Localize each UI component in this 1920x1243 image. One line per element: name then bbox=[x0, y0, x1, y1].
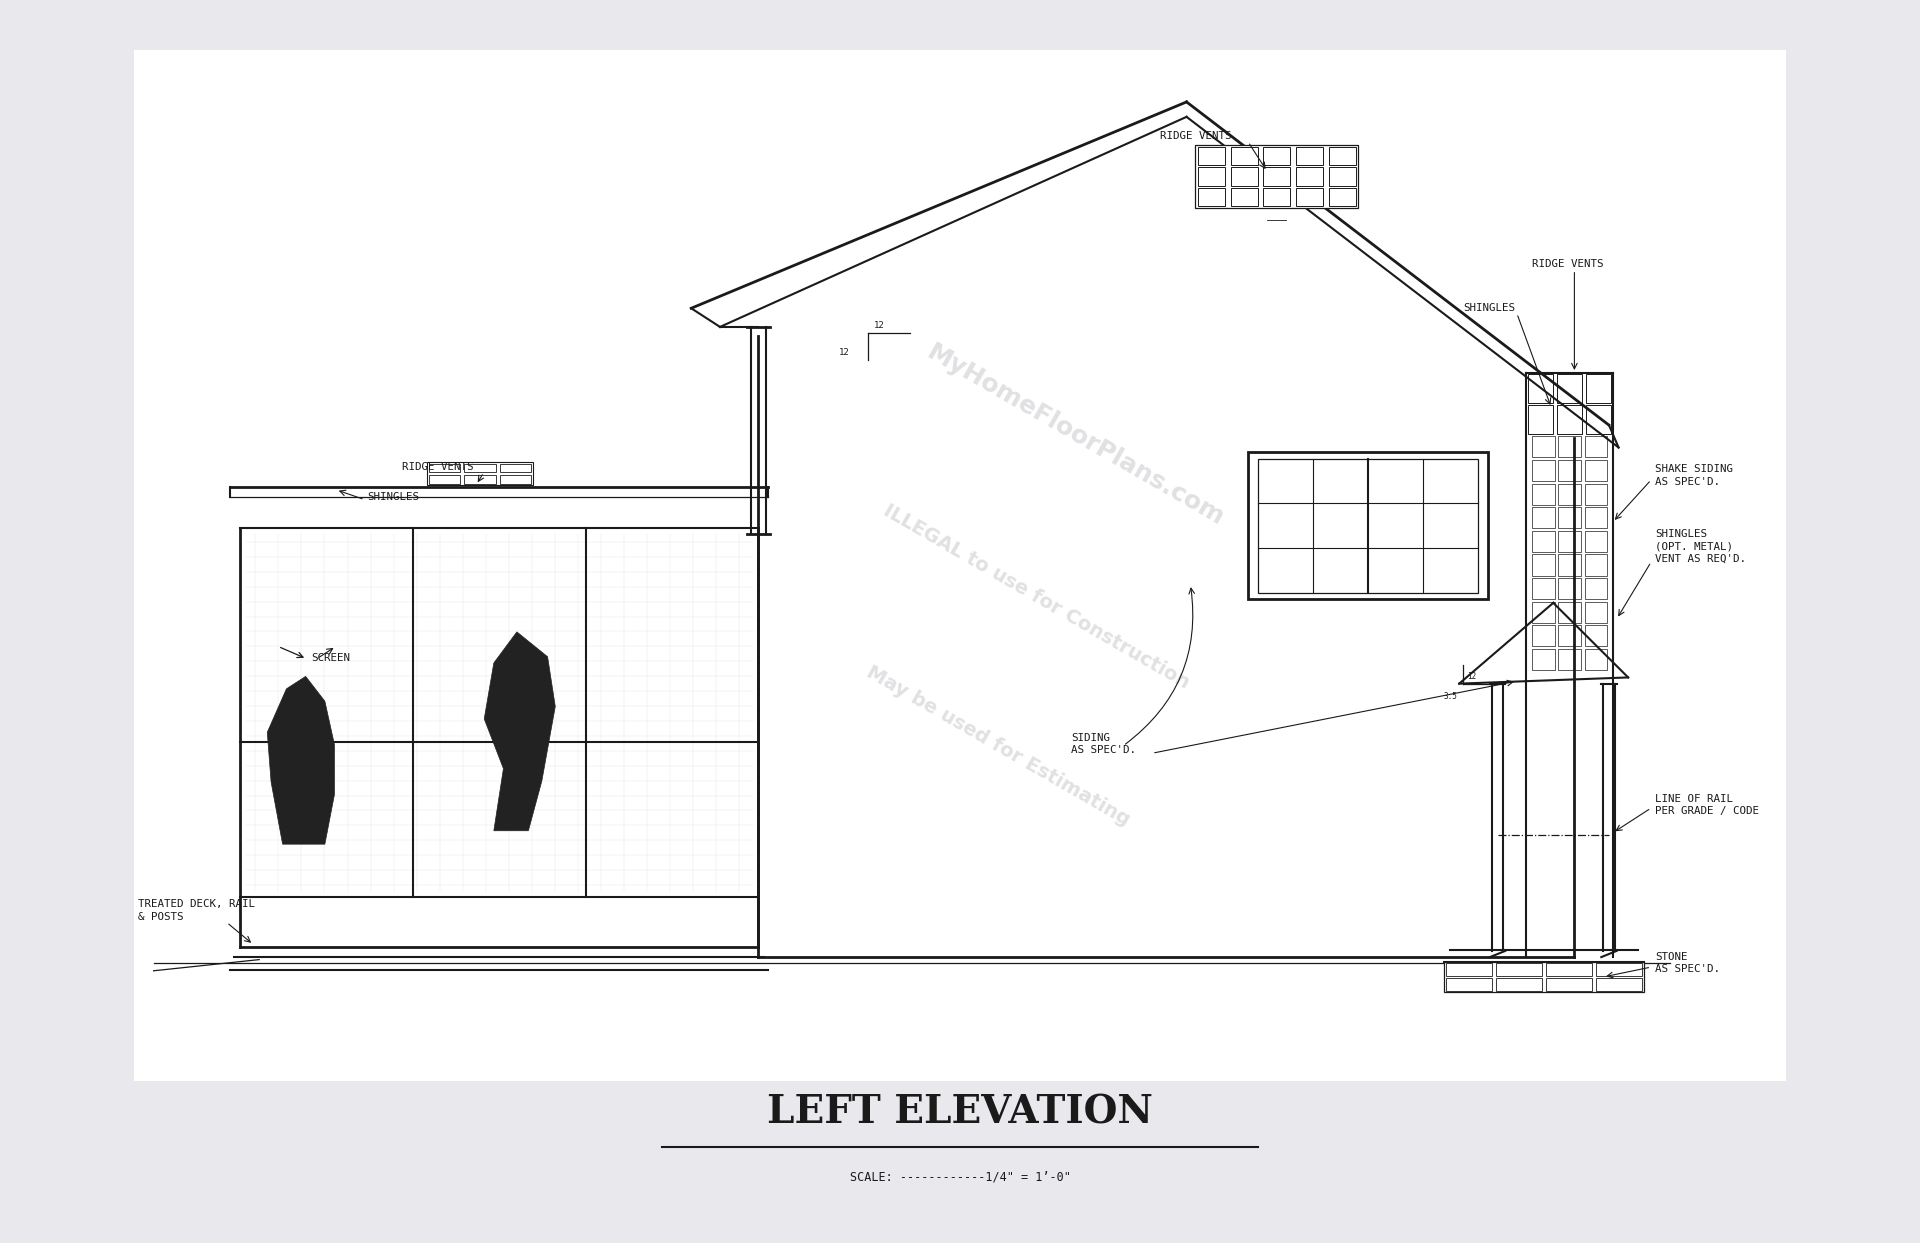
Bar bbox=[1559, 460, 1580, 481]
Bar bbox=[1559, 554, 1580, 576]
Text: SHINGLES: SHINGLES bbox=[1463, 303, 1515, 313]
Text: SIDING
AS SPEC'D.: SIDING AS SPEC'D. bbox=[1071, 733, 1137, 756]
Bar bbox=[1329, 188, 1356, 206]
Text: RIDGE VENTS: RIDGE VENTS bbox=[1160, 132, 1231, 142]
Bar bbox=[426, 462, 534, 485]
Bar bbox=[1198, 168, 1225, 185]
Bar bbox=[1586, 374, 1611, 403]
Text: 12: 12 bbox=[1467, 671, 1476, 681]
Bar bbox=[1584, 649, 1607, 670]
Bar bbox=[1528, 405, 1553, 434]
Bar bbox=[1496, 978, 1542, 991]
Bar bbox=[499, 475, 530, 484]
Bar bbox=[1584, 554, 1607, 576]
Text: SCREEN: SCREEN bbox=[311, 654, 349, 664]
Text: SHINGLES: SHINGLES bbox=[367, 492, 420, 502]
Bar bbox=[1532, 460, 1555, 481]
Polygon shape bbox=[267, 676, 334, 844]
Text: 12: 12 bbox=[874, 321, 885, 331]
Bar bbox=[1596, 963, 1642, 976]
Bar bbox=[499, 464, 530, 472]
Bar bbox=[1444, 962, 1644, 992]
Text: 12: 12 bbox=[839, 348, 851, 358]
Bar bbox=[1446, 963, 1492, 976]
Bar bbox=[1263, 147, 1290, 165]
Bar bbox=[1231, 188, 1258, 206]
Bar bbox=[1584, 531, 1607, 552]
Bar bbox=[1532, 602, 1555, 623]
Bar bbox=[1248, 452, 1488, 599]
Bar bbox=[1532, 436, 1555, 457]
Text: LINE OF RAIL
PER GRADE / CODE: LINE OF RAIL PER GRADE / CODE bbox=[1655, 794, 1759, 817]
Text: SHINGLES
(OPT. METAL)
VENT AS REQ'D.: SHINGLES (OPT. METAL) VENT AS REQ'D. bbox=[1655, 530, 1745, 564]
Bar bbox=[1231, 168, 1258, 185]
Bar bbox=[1198, 188, 1225, 206]
Bar bbox=[1263, 188, 1290, 206]
Text: STONE
AS SPEC'D.: STONE AS SPEC'D. bbox=[1655, 952, 1720, 975]
Bar bbox=[1559, 625, 1580, 646]
Bar bbox=[1329, 168, 1356, 185]
Bar bbox=[1296, 168, 1323, 185]
Bar bbox=[1446, 978, 1492, 991]
Bar bbox=[1557, 405, 1582, 434]
Bar bbox=[465, 475, 495, 484]
Bar bbox=[1532, 625, 1555, 646]
Bar bbox=[1559, 649, 1580, 670]
Bar bbox=[1559, 602, 1580, 623]
Bar bbox=[1546, 978, 1592, 991]
Text: 3.5: 3.5 bbox=[1444, 691, 1457, 701]
Bar bbox=[1258, 459, 1478, 593]
Bar bbox=[1584, 625, 1607, 646]
Bar bbox=[1532, 484, 1555, 505]
Bar bbox=[1559, 578, 1580, 599]
Bar bbox=[1584, 436, 1607, 457]
Bar bbox=[134, 50, 1786, 1081]
Bar bbox=[1263, 168, 1290, 185]
Bar bbox=[1546, 963, 1592, 976]
Bar bbox=[1296, 147, 1323, 165]
Bar bbox=[1584, 602, 1607, 623]
Text: ILLEGAL to use for Construction: ILLEGAL to use for Construction bbox=[881, 501, 1192, 692]
Bar bbox=[1231, 147, 1258, 165]
Bar bbox=[1559, 484, 1580, 505]
Bar bbox=[1198, 147, 1225, 165]
Bar bbox=[1532, 649, 1555, 670]
Bar bbox=[1557, 374, 1582, 403]
Bar bbox=[1296, 188, 1323, 206]
Bar bbox=[1532, 578, 1555, 599]
Bar bbox=[1559, 507, 1580, 528]
Bar bbox=[1532, 507, 1555, 528]
Bar bbox=[1496, 963, 1542, 976]
Bar bbox=[465, 464, 495, 472]
Bar bbox=[1329, 147, 1356, 165]
Bar bbox=[430, 475, 461, 484]
Bar bbox=[1559, 531, 1580, 552]
Text: MyHomeFloorPlans.com: MyHomeFloorPlans.com bbox=[922, 339, 1229, 531]
Text: RIDGE VENTS: RIDGE VENTS bbox=[401, 462, 474, 472]
Text: SHAKE SIDING
AS SPEC'D.: SHAKE SIDING AS SPEC'D. bbox=[1655, 465, 1734, 487]
Bar bbox=[1584, 460, 1607, 481]
Polygon shape bbox=[484, 631, 555, 830]
Text: LEFT ELEVATION: LEFT ELEVATION bbox=[768, 1094, 1152, 1131]
Text: RIDGE VENTS: RIDGE VENTS bbox=[1532, 260, 1603, 270]
Bar bbox=[1596, 978, 1642, 991]
Bar bbox=[1559, 436, 1580, 457]
Bar bbox=[1586, 405, 1611, 434]
Bar bbox=[1584, 507, 1607, 528]
Bar bbox=[1532, 554, 1555, 576]
Text: TREATED DECK, RAIL
& POSTS: TREATED DECK, RAIL & POSTS bbox=[138, 900, 255, 922]
Text: SCALE: ------------1/4" = 1’-0": SCALE: ------------1/4" = 1’-0" bbox=[849, 1171, 1071, 1183]
Bar bbox=[1532, 531, 1555, 552]
Bar bbox=[1194, 145, 1359, 208]
Bar bbox=[1528, 374, 1553, 403]
Text: May be used for Estimating: May be used for Estimating bbox=[864, 663, 1133, 829]
Bar bbox=[430, 464, 461, 472]
Bar bbox=[1584, 578, 1607, 599]
Bar bbox=[1584, 484, 1607, 505]
